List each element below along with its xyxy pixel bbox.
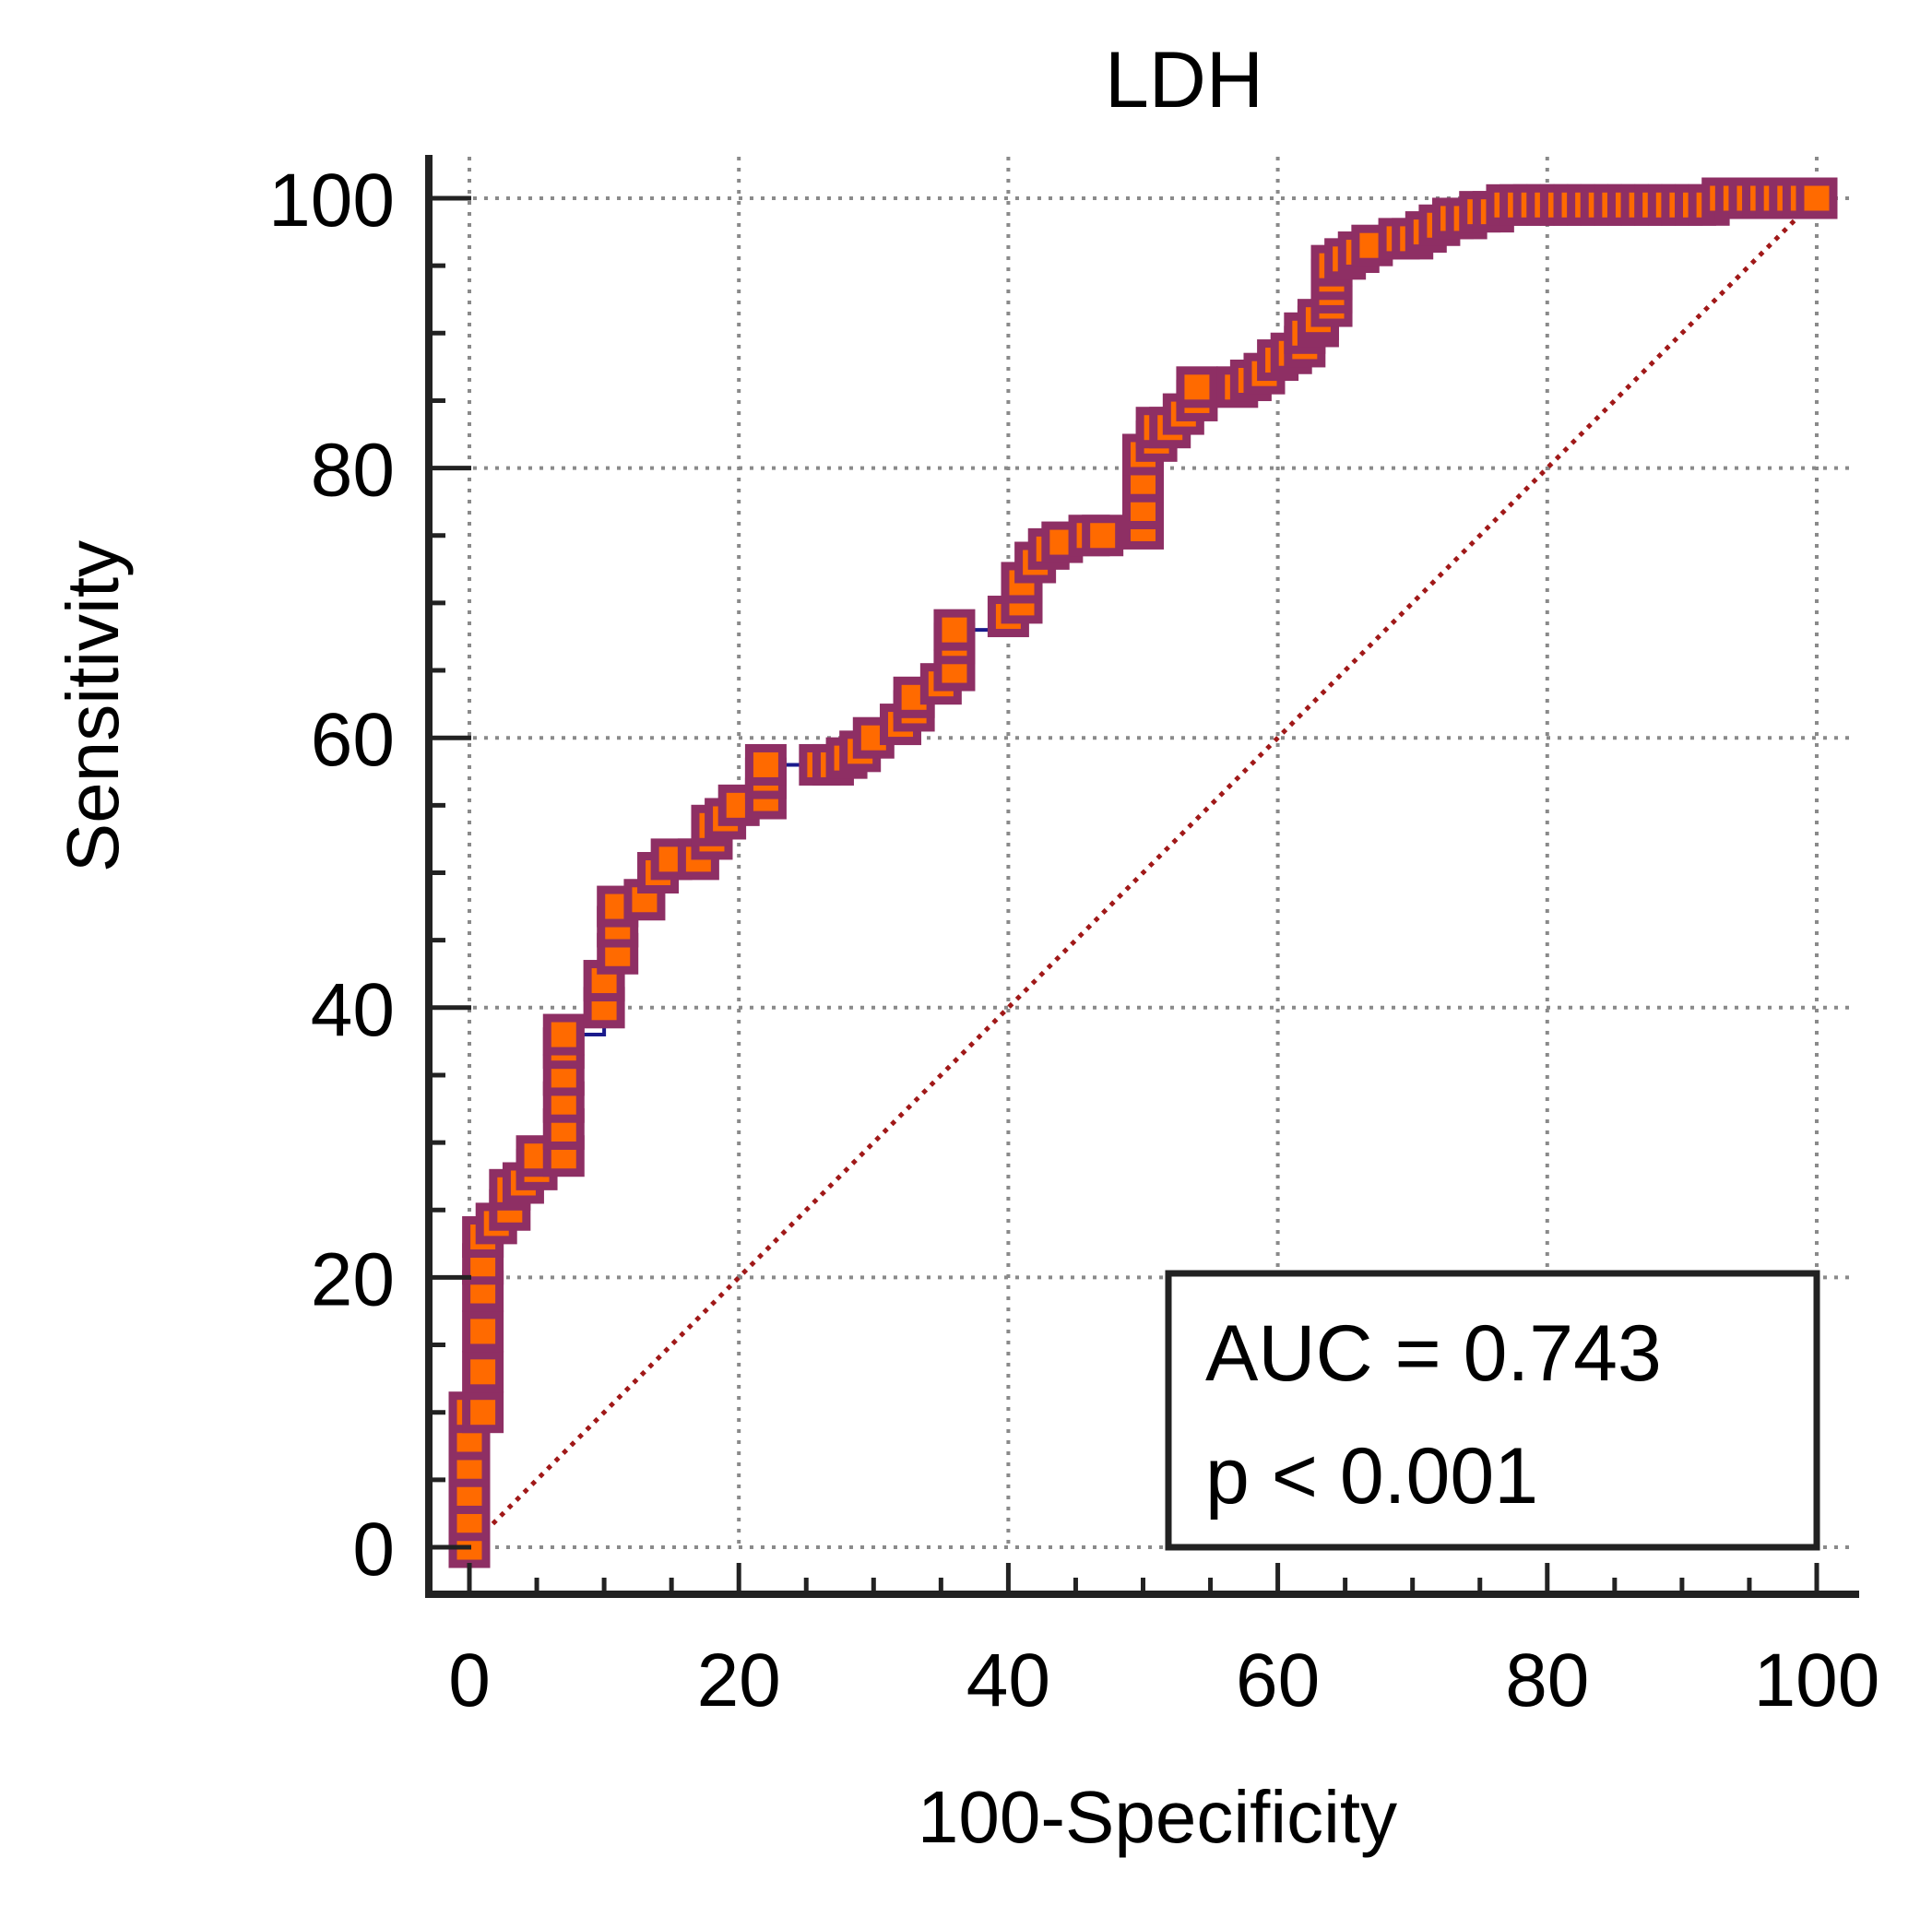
- roc-point: [744, 743, 787, 786]
- x-tick-label-60: 60: [1236, 1639, 1320, 1722]
- roc-point: [933, 609, 976, 651]
- roc-point: [1796, 177, 1838, 219]
- roc-point: [462, 1310, 504, 1353]
- roc-point: [462, 1391, 504, 1434]
- roc-point: [1082, 515, 1124, 557]
- y-tick-label-60: 60: [311, 698, 395, 782]
- reference-diagonal-line: [468, 196, 1819, 1549]
- axis-ticks: [429, 195, 1819, 1594]
- auc-annotation: AUC = 0.743: [1205, 1309, 1662, 1398]
- y-tick-label-80: 80: [311, 429, 395, 513]
- x-tick-label-20: 20: [697, 1639, 781, 1722]
- y-tick-label-40: 40: [311, 968, 395, 1052]
- x-tick-label-40: 40: [966, 1639, 1050, 1722]
- x-tick-label-0: 0: [448, 1639, 491, 1722]
- roc-point: [1176, 366, 1218, 408]
- roc-point: [542, 1013, 585, 1056]
- x-tick-label-80: 80: [1505, 1639, 1589, 1722]
- chart-title: LDH: [1105, 36, 1263, 124]
- x-tick-label-100: 100: [1754, 1639, 1880, 1722]
- annotation-box: AUC = 0.743 p < 0.001: [1165, 1270, 1820, 1551]
- roc-markers: [448, 177, 1838, 1568]
- y-axis-label: Sensitivity: [52, 540, 134, 872]
- annotation-frame: [1165, 1270, 1820, 1551]
- y-tick-label-0: 0: [352, 1508, 395, 1591]
- p-value-annotation: p < 0.001: [1205, 1432, 1538, 1520]
- tick-labels: 0 20 40 60 80 100 0 20 40 60 80 100: [268, 159, 1879, 1722]
- y-tick-label-20: 20: [311, 1237, 395, 1321]
- roc-point: [462, 1351, 504, 1393]
- x-axis-label: 100-Specificity: [918, 1776, 1397, 1858]
- y-tick-label-100: 100: [268, 159, 395, 243]
